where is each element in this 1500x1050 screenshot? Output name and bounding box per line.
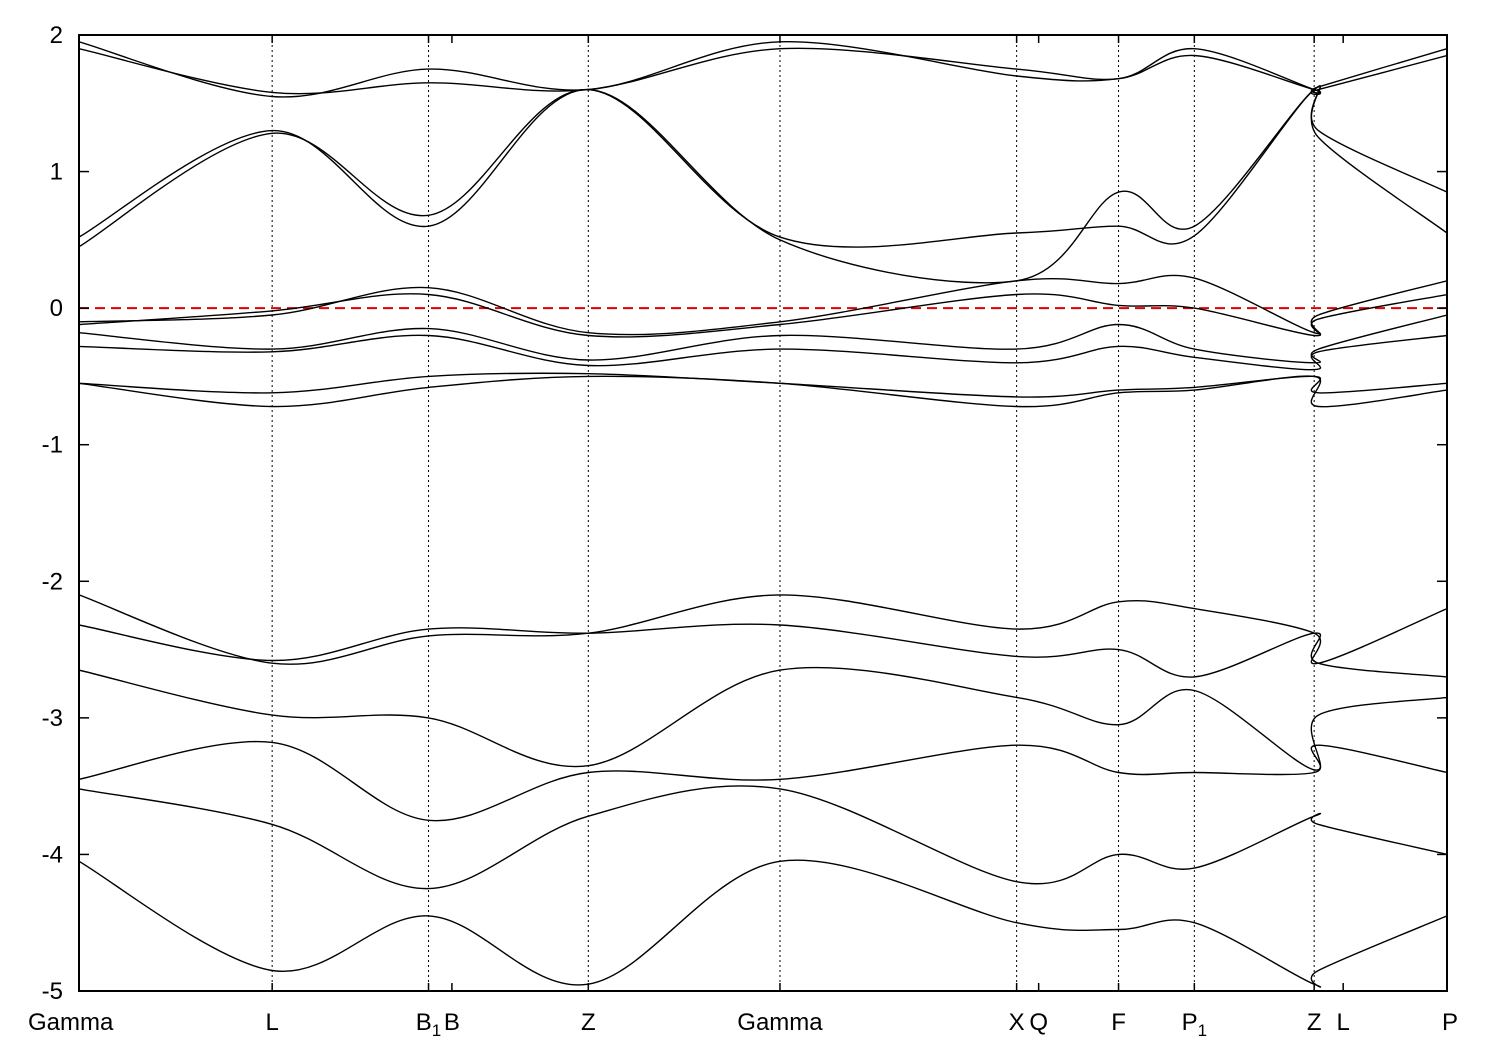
band-line (79, 594, 1447, 665)
y-tick-label: -1 (42, 432, 63, 459)
x-tick-label: Gamma (28, 1009, 114, 1036)
x-tick-labels: Gamma L B1 B Z Gamma X Q F P1 Z L P (28, 1009, 1458, 1040)
axis-ticks (78, 34, 1448, 992)
high-symmetry-gridlines (271, 35, 1315, 991)
band-lines (79, 41, 1447, 988)
band-line (79, 623, 1447, 678)
band-line (79, 314, 1447, 364)
y-tick-label: -2 (42, 568, 63, 595)
y-tick-label: 1 (50, 159, 63, 186)
x-tick-label: Gamma (737, 1009, 823, 1036)
plot-frame (78, 34, 1448, 992)
x-tick-label: Z (1307, 1009, 1322, 1036)
y-tick-label: 0 (50, 295, 63, 322)
y-tick-label: -3 (42, 705, 63, 732)
band-line (79, 293, 1447, 338)
band-line (79, 740, 1447, 822)
x-tick-label: X (1009, 1009, 1025, 1036)
x-tick-label: P1 (1182, 1009, 1207, 1040)
x-tick-label: Q (1029, 1009, 1048, 1036)
x-tick-label: L (1336, 1009, 1349, 1036)
x-tick-label: B1 (416, 1009, 441, 1040)
x-tick-label: L (265, 1009, 278, 1036)
band-line (79, 666, 1447, 771)
band-line (79, 375, 1447, 408)
y-tick-label: -4 (42, 841, 63, 868)
x-tick-label: P (1442, 1009, 1458, 1036)
y-tick-label: -5 (42, 978, 63, 1005)
band-line (79, 334, 1447, 371)
y-tick-label: 2 (50, 22, 63, 49)
x-tick-label: F (1111, 1009, 1126, 1036)
x-tick-label: Z (581, 1009, 596, 1036)
band-line (79, 274, 1447, 336)
x-tick-label: B (444, 1009, 460, 1036)
band-line (79, 785, 1447, 890)
band-line (79, 47, 1447, 96)
y-tick-labels: 2 1 0 -1 -2 -3 -4 -5 (42, 22, 63, 1005)
